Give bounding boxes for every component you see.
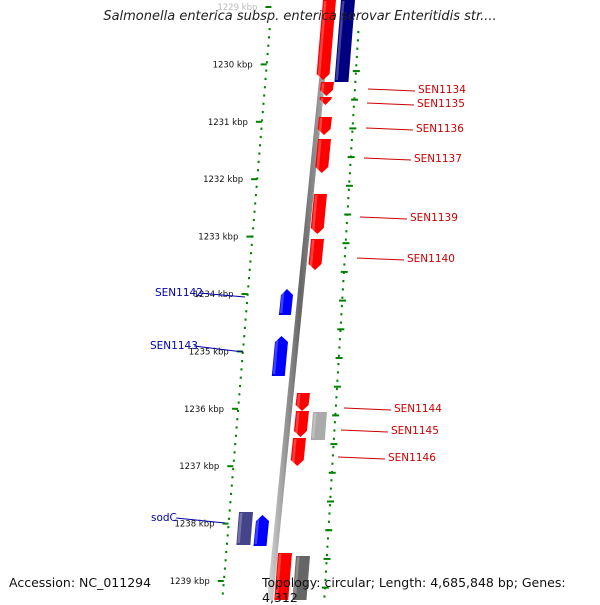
ruler-label: 1230 kbp (213, 60, 253, 70)
ruler-label: 1234 kbp (194, 290, 234, 300)
gene-sen1142[interactable] (278, 289, 293, 315)
tick-ring-inner (221, 28, 271, 595)
ruler-tick (246, 235, 253, 238)
gene-top-navy[interactable] (334, 0, 355, 82)
gene-sen1145-a-shine (294, 412, 300, 435)
gene-label-sen1135[interactable]: SEN1135 (417, 98, 465, 110)
ruler-label: 1233 kbp (198, 233, 238, 243)
gene-sen1143-shine (272, 337, 279, 374)
gene-sen1137-shine (316, 140, 322, 171)
gene-sen1144[interactable] (295, 393, 310, 411)
genome-summary-text: Topology: circular; Length: 4,685,848 bp… (262, 575, 566, 605)
ruler-tick (222, 522, 229, 525)
gene-label-sen1146[interactable]: SEN1146 (388, 452, 436, 464)
gene-sen1140[interactable] (308, 239, 324, 270)
ruler-label: 1239 kbp (170, 577, 210, 587)
gene-label-leader (359, 216, 408, 220)
gene-sen1135[interactable] (319, 97, 332, 105)
ruler-tick (265, 6, 272, 8)
ruler-label: 1235 kbp (189, 347, 229, 357)
gene-sodc-b[interactable] (253, 515, 269, 546)
gene-sen1143[interactable] (271, 336, 288, 376)
gene-sen1139[interactable] (310, 194, 327, 234)
gene-top-red-shine (317, 1, 327, 78)
gene-sodc-a[interactable] (236, 512, 253, 545)
gene-label-leader (194, 345, 244, 353)
ruler-label: 1232 kbp (203, 175, 243, 185)
gene-sen1134[interactable] (319, 82, 334, 96)
gene-sen1146[interactable] (290, 438, 306, 466)
gene-sen1144-shine (296, 394, 301, 409)
gene-label-leader (365, 127, 414, 131)
ruler-tick (260, 63, 267, 66)
ruler-tick (241, 293, 248, 295)
kbp-ruler: 1229 kbp 1230 kbp 1231 kbp 1232 kbp 1233 kbp… (170, 3, 272, 587)
gene-label-sen1144[interactable]: SEN1144 (394, 403, 442, 415)
gene-label-leader (363, 157, 412, 161)
gene-label-sen1142[interactable]: SEN1142 (155, 287, 203, 299)
gene-bottom-red[interactable] (274, 553, 292, 600)
gene-label-leader (340, 429, 389, 433)
gene-sen1146-shine (291, 439, 297, 464)
gene-label-sen1139[interactable]: SEN1139 (410, 212, 458, 224)
gene-top-red[interactable] (316, 0, 336, 80)
gene-sen1142-shine (279, 290, 285, 313)
gene-label-leader (337, 456, 386, 460)
gene-sen1139-shine (311, 195, 318, 232)
organism-title: Salmonella enterica subsp. enterica sero… (103, 9, 497, 24)
gene-sen1136-shine (318, 118, 323, 133)
ruler-label: 1238 kbp (174, 520, 214, 530)
gene-label-sen1140[interactable]: SEN1140 (407, 253, 455, 265)
genome-backbone (267, 0, 333, 600)
gene-sen1145-a[interactable] (293, 411, 309, 437)
gene-labels: SEN1134 SEN1135 SEN1136 SEN1137 SEN1139 SEN11… (150, 84, 466, 524)
gene-label-leader (356, 257, 405, 261)
ruler-label: 1237 kbp (179, 462, 219, 472)
ruler-label: 1229 kbp (217, 3, 257, 13)
gene-label-sodc[interactable]: sodC (151, 512, 177, 524)
gene-sen1136[interactable] (317, 117, 332, 135)
gene-sen1145-b[interactable] (310, 412, 327, 440)
tick-ring-outer (321, 31, 360, 598)
gene-label-sen1145[interactable]: SEN1145 (391, 425, 439, 437)
gene-sen1145-b-shine (311, 413, 317, 438)
gene-sen1140-shine (309, 240, 315, 268)
gene-sen1134-shine (320, 83, 325, 94)
gene-sen1135-shine (320, 98, 324, 103)
ruler-label: 1231 kbp (208, 118, 248, 128)
gene-bottom-red-shine (275, 554, 282, 598)
ruler-tick (217, 580, 224, 582)
gene-top-navy-shine (335, 1, 345, 80)
gene-label-leader (176, 517, 226, 524)
accession-text: Accession: NC_011294 (9, 575, 152, 590)
gene-sodc-b-shine (254, 516, 260, 544)
ruler-tick (255, 120, 262, 123)
ruler-tick (232, 407, 239, 410)
ruler-tick (251, 178, 258, 181)
gene-bottom-gray-shine (293, 557, 300, 598)
gene-bottom-gray[interactable] (292, 556, 310, 600)
gene-label-leader (367, 88, 416, 92)
gene-label-sen1136[interactable]: SEN1136 (416, 123, 464, 135)
gene-label-sen1143[interactable]: SEN1143 (150, 340, 198, 352)
ruler-tick (227, 465, 234, 468)
gene-label-leader (199, 292, 246, 298)
gene-label-sen1134[interactable]: SEN1134 (418, 84, 466, 96)
gene-label-leader (366, 102, 415, 106)
gene-label-leader (343, 407, 392, 411)
gene-label-sen1137[interactable]: SEN1137 (414, 153, 462, 165)
gene-features (236, 0, 355, 600)
ruler-label: 1236 kbp (184, 405, 224, 415)
gene-sen1137[interactable] (315, 139, 331, 173)
gene-sodc-a-shine (237, 513, 243, 543)
